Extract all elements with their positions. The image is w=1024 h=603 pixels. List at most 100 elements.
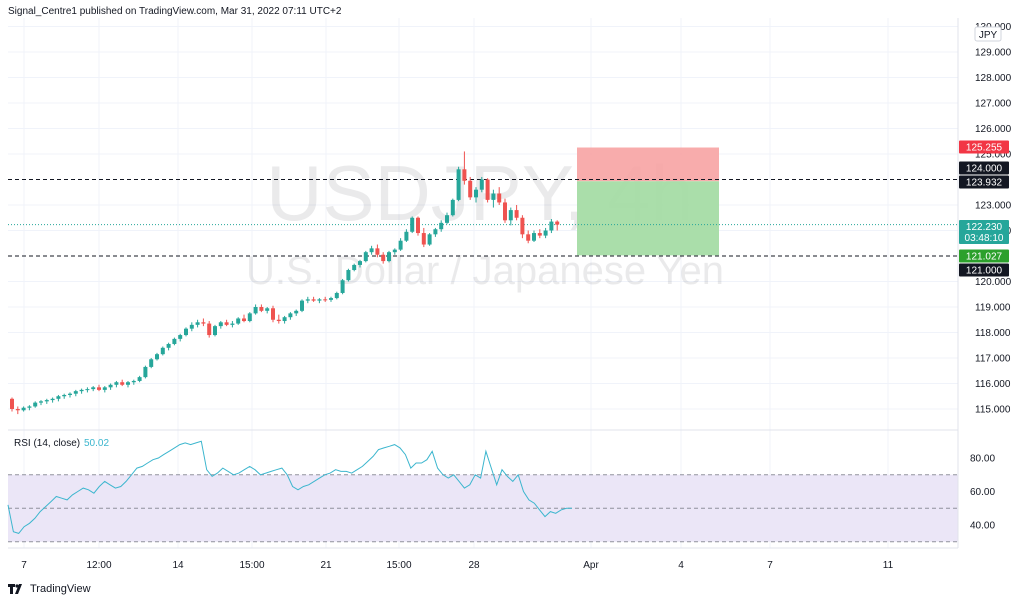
candle-body (44, 400, 49, 402)
time-tick-label: 21 (320, 560, 332, 571)
candle-body (155, 354, 159, 360)
time-tick-label: 7 (21, 560, 27, 571)
candle-body (27, 406, 32, 408)
candle-body (230, 323, 235, 325)
candle-body (410, 217, 415, 232)
currency-badge[interactable]: JPY (974, 26, 1002, 42)
candle-body (73, 391, 78, 394)
candle-body (271, 308, 275, 320)
candle-body (334, 292, 339, 299)
rsi-pane (7, 440, 958, 543)
price-tick-label: 129.000 (975, 48, 1012, 59)
candle-body (369, 248, 374, 253)
candle-body (340, 280, 345, 293)
rsi-legend[interactable]: RSI (14, close) 50.02 (14, 438, 109, 449)
stop-loss-zone (577, 147, 719, 182)
candle-body (375, 248, 380, 255)
time-tick-label: Apr (583, 560, 599, 571)
candle-body (288, 313, 293, 318)
grid-lines (8, 18, 958, 548)
candle-body (126, 382, 130, 385)
candle-body (108, 384, 113, 388)
price-tick-label: 127.000 (975, 99, 1012, 110)
candle-body (91, 387, 96, 390)
candle-body (468, 180, 473, 198)
candle-body (346, 270, 351, 281)
price-axis[interactable]: 115.000 116.000 117.000 118.000 119.000 120.0… (975, 22, 1012, 416)
candle-body (456, 169, 461, 200)
candle-body (259, 307, 264, 311)
line-price-label-text: 124.000 (966, 164, 1003, 175)
candle-body (491, 193, 496, 200)
candle-body (398, 240, 403, 250)
candle-body (543, 230, 548, 236)
time-tick-label: 12:00 (86, 560, 111, 571)
footer[interactable]: TradingView (8, 583, 91, 595)
target-price-label-bg (959, 249, 1009, 263)
time-axis[interactable]: 7 12:00 14 15:00 21 15:00 28 Apr 4 7 11 (21, 560, 893, 571)
candle-body (485, 179, 490, 200)
last-price-label-bg (959, 220, 1009, 244)
candle-body (392, 249, 397, 253)
line-price-label-bg (959, 161, 1009, 175)
stop-price-label-text: 125.255 (966, 143, 1003, 154)
candle-body (433, 229, 438, 235)
time-tick-label: 4 (678, 560, 684, 571)
candle-body (120, 382, 125, 385)
candle-body (143, 366, 148, 378)
candle-body (363, 252, 368, 262)
candle-body (503, 202, 507, 221)
footer-brand: TradingView (30, 583, 91, 595)
position-zones[interactable] (577, 147, 719, 256)
target-price-label-text: 121.027 (966, 252, 1003, 263)
entry-price-label-bg (959, 175, 1009, 189)
rsi-tick-label: 80.00 (970, 454, 995, 465)
rsi-tick-label: 60.00 (970, 487, 995, 498)
candle-body (56, 396, 61, 399)
candle-body (114, 382, 119, 385)
candle-body (137, 377, 142, 381)
last-price-label-text: 122.230 (966, 222, 1003, 233)
tradingview-logo-icon (8, 584, 22, 594)
candle-body (421, 233, 426, 245)
candle-body (242, 318, 246, 322)
candle-body (195, 322, 200, 325)
rsi-axis[interactable]: 80.00 60.00 40.00 (970, 454, 995, 532)
candle-body (21, 407, 26, 411)
price-tick-label: 126.000 (975, 124, 1012, 135)
candle-body (526, 234, 531, 241)
candle-body (253, 307, 258, 314)
time-tick-label: 15:00 (386, 560, 411, 571)
candle-body (416, 217, 420, 234)
candle-body (537, 233, 542, 236)
candle-body (68, 393, 72, 395)
rsi-tick-label: 40.00 (970, 521, 995, 532)
rsi-line (7, 440, 572, 534)
price-tick-label: 120.000 (975, 277, 1012, 288)
horizontal-lines[interactable] (8, 179, 958, 257)
candle-body (445, 215, 449, 223)
candle-body (224, 322, 229, 325)
price-tick-label: 123.000 (975, 201, 1012, 212)
candle-body (300, 300, 304, 311)
candle-body (189, 324, 194, 329)
candle-body (265, 308, 270, 311)
time-tick-label: 28 (468, 560, 480, 571)
candle-body (317, 299, 322, 301)
candle-body (50, 398, 55, 401)
price-tick-label: 116.000 (975, 379, 1011, 390)
candle-body (10, 398, 14, 409)
candle-body (497, 193, 502, 203)
candle-body (166, 343, 171, 348)
candle-body (149, 359, 154, 367)
time-tick-label: 11 (883, 560, 894, 571)
candle-body (555, 221, 560, 225)
candle-body (97, 387, 101, 390)
candle-body (305, 299, 310, 301)
time-tick-label: 7 (767, 560, 773, 571)
price-tick-label: 119.000 (975, 303, 1011, 314)
candle-body (520, 217, 525, 235)
candle-body (479, 179, 484, 190)
entry-price-label-text: 123.932 (966, 178, 1003, 189)
